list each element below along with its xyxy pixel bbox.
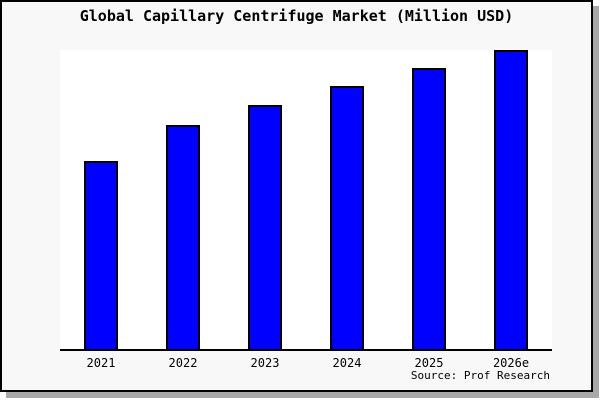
- bar-2022: [166, 124, 200, 349]
- x-tick-label-2022: 2022: [168, 356, 198, 370]
- bar-2023: [248, 105, 282, 349]
- x-tick-label-2023: 2023: [250, 356, 280, 370]
- bar-2026e: [494, 50, 528, 349]
- source-credit: Source: Prof Research: [410, 369, 550, 382]
- x-tick-label-2025: 2025: [414, 356, 444, 370]
- plot-area: [60, 50, 552, 351]
- chart-card: Global Capillary Centrifuge Market (Mill…: [0, 0, 593, 392]
- x-axis-labels: 2021 2022 2023 2024 2025 2026e: [60, 356, 552, 372]
- chart-title: Global Capillary Centrifuge Market (Mill…: [79, 7, 514, 25]
- bar-2025: [412, 67, 446, 349]
- x-tick-label-2024: 2024: [332, 356, 362, 370]
- x-tick-label-2026e: 2026e: [492, 356, 530, 370]
- x-tick-label-2021: 2021: [86, 356, 116, 370]
- bar-2024: [330, 85, 364, 349]
- bar-2021: [84, 160, 118, 349]
